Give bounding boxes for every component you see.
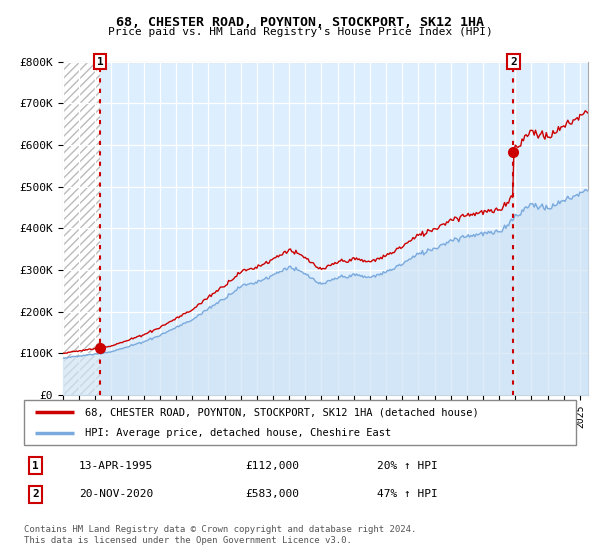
Text: Price paid vs. HM Land Registry's House Price Index (HPI): Price paid vs. HM Land Registry's House … xyxy=(107,27,493,37)
Text: £583,000: £583,000 xyxy=(245,489,299,500)
Text: 1: 1 xyxy=(32,460,39,470)
Text: 20% ↑ HPI: 20% ↑ HPI xyxy=(377,460,438,470)
Text: 1: 1 xyxy=(97,57,103,67)
Text: 2: 2 xyxy=(510,57,517,67)
Text: 47% ↑ HPI: 47% ↑ HPI xyxy=(377,489,438,500)
Text: 2: 2 xyxy=(32,489,39,500)
Text: 20-NOV-2020: 20-NOV-2020 xyxy=(79,489,154,500)
Text: HPI: Average price, detached house, Cheshire East: HPI: Average price, detached house, Ches… xyxy=(85,428,391,438)
Text: 68, CHESTER ROAD, POYNTON, STOCKPORT, SK12 1HA (detached house): 68, CHESTER ROAD, POYNTON, STOCKPORT, SK… xyxy=(85,408,478,418)
Text: 13-APR-1995: 13-APR-1995 xyxy=(79,460,154,470)
Text: £112,000: £112,000 xyxy=(245,460,299,470)
Text: 68, CHESTER ROAD, POYNTON, STOCKPORT, SK12 1HA: 68, CHESTER ROAD, POYNTON, STOCKPORT, SK… xyxy=(116,16,484,29)
Text: Contains HM Land Registry data © Crown copyright and database right 2024.
This d: Contains HM Land Registry data © Crown c… xyxy=(24,525,416,545)
FancyBboxPatch shape xyxy=(24,400,576,445)
Bar xyxy=(63,62,100,395)
